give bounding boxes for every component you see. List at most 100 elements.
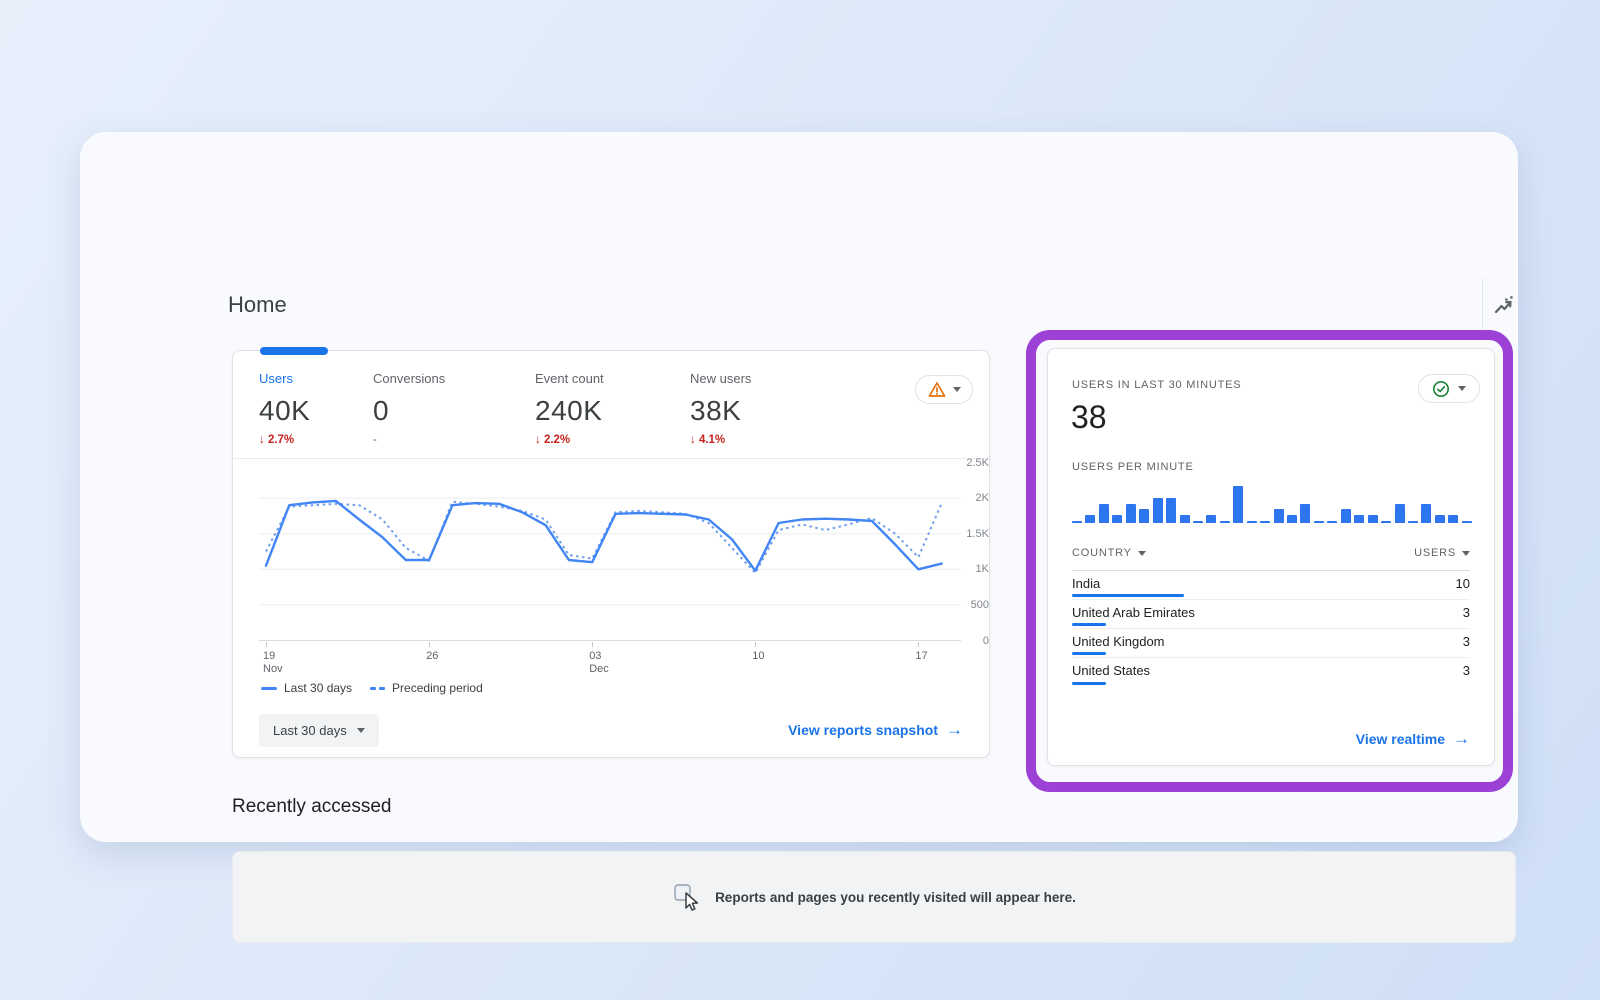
realtime-title: USERS IN LAST 30 MINUTES [1072,379,1242,391]
metric-tab-new-users[interactable]: New users 38K ↓ 4.1% [690,371,830,446]
metric-tab-users[interactable]: Users 40K ↓ 2.7% [259,371,373,446]
chevron-down-icon [356,727,365,733]
country-users-count: 3 [1462,634,1470,649]
per-minute-bar [1448,515,1459,523]
per-minute-bar [1233,486,1244,523]
per-minute-bar [1327,521,1338,523]
data-quality-dropdown[interactable] [915,375,973,404]
country-row[interactable]: United States 3 [1072,658,1470,687]
x-tick-label: 19 Nov [263,650,283,675]
per-minute-bar [1394,503,1405,523]
per-minute-bar [1085,515,1096,523]
recently-accessed-panel: Reports and pages you recently visited w… [232,851,1516,943]
metric-label: New users [690,371,752,386]
per-minute-bar [1421,503,1432,523]
y-tick-label: 0 [982,634,989,647]
per-minute-bar [1206,515,1217,523]
legend-solid-swatch [261,686,277,690]
trending-zigzag-icon [1493,295,1517,319]
x-tick-mark [755,642,757,647]
per-minute-bar [1112,515,1123,523]
per-minute-bar [1192,521,1203,523]
metric-delta: ↓ 4.1% [690,434,726,446]
selected-tab-indicator [260,347,328,355]
check-circle-icon [1432,380,1450,398]
metric-tab-event-count[interactable]: Event count 240K ↓ 2.2% [535,371,690,446]
users-line-chart [259,461,961,641]
view-reports-snapshot-link[interactable]: View reports snapshot → [788,720,963,739]
country-name: United States [1072,663,1151,678]
chevron-down-icon [1462,550,1470,556]
metric-tab-conversions[interactable]: Conversions 0 - [373,371,535,446]
x-tick-mark [266,642,267,647]
x-tick-label: 03 Dec [589,650,609,675]
per-minute-bar [1139,509,1150,523]
date-range-button[interactable]: Last 30 days [259,713,379,747]
per-minute-bar [1125,503,1136,523]
recently-accessed-title: Recently accessed [232,796,392,817]
x-tick-mark [429,642,431,647]
realtime-users-value: 38 [1071,399,1107,435]
metric-value: 0 [373,395,390,426]
per-minute-bar [1367,515,1378,523]
per-minute-bar [1461,521,1472,523]
per-minute-bar [1166,497,1177,523]
per-minute-bar [1313,521,1324,523]
legend-dashed-swatch [370,686,386,690]
realtime-country-table: India 10 United Arab Emirates 3 United Kingd… [1072,571,1470,687]
chevron-down-icon [952,387,961,392]
view-realtime-link[interactable]: View realtime → [1355,729,1470,748]
realtime-card: USERS IN LAST 30 MINUTES 38 USERS PER MI… [1047,348,1495,766]
country-row[interactable]: India 10 [1072,571,1470,600]
per-minute-bar [1072,521,1082,523]
per-minute-bar [1152,497,1163,523]
users-sort-header[interactable]: USERS [1414,547,1470,559]
country-users-bar [1072,623,1106,626]
page-title: Home [228,292,287,317]
metrics-row: Users 40K ↓ 2.7% Conversions 0 - Event count 24… [259,371,830,446]
realtime-status-dropdown[interactable] [1418,374,1480,403]
x-tick-label: 10 [752,650,765,662]
overview-card-footer: Last 30 days View reports snapshot → [259,711,963,749]
metric-label: Event count [535,371,604,386]
insights-button[interactable] [1486,288,1524,326]
per-minute-bar [1354,515,1365,523]
users-per-minute-label: USERS PER MINUTE [1072,461,1194,473]
per-minute-bar [1407,521,1418,523]
x-tick-label: 17 [915,650,928,662]
table-divider [1072,570,1470,571]
arrow-right-icon: → [946,720,963,739]
metric-delta: ↓ 2.2% [535,434,571,446]
country-name: India [1072,576,1101,591]
metric-value: 240K [535,395,603,426]
warning-triangle-icon [928,381,946,398]
x-axis-labels: 19 Nov 26 03 Dec 10 17 [259,642,961,676]
country-row[interactable]: United Arab Emirates 3 [1072,600,1470,629]
analytics-home-panel: Home Users 40K ↓ 2.7% Conversions 0 - Event co… [80,132,1518,943]
header-divider [1482,278,1483,334]
per-minute-bar [1246,521,1257,523]
country-users-count: 3 [1462,605,1470,620]
country-users-count: 10 [1455,576,1470,591]
y-axis-labels: 2.5K 2K 1.5K 1K 500 0 [963,457,989,647]
realtime-table-header: COUNTRY USERS [1072,547,1470,559]
chart-legend: Last 30 days Preceding period [261,681,483,695]
y-tick-label: 500 [970,598,989,611]
country-row[interactable]: United Kingdom 3 [1072,629,1470,658]
users-per-minute-bar-chart [1072,481,1472,523]
chevron-down-icon [1137,550,1146,556]
per-minute-bar [1260,521,1271,523]
arrow-right-icon: → [1453,729,1470,748]
legend-item-solid: Last 30 days [261,681,352,695]
legend-item-dashed: Preceding period [370,681,483,695]
x-tick-mark [918,642,920,647]
metric-label: Users [259,371,293,386]
metric-delta: ↓ 2.7% [259,434,295,446]
metrics-divider [233,458,989,459]
country-sort-header[interactable]: COUNTRY [1072,547,1146,559]
x-tick-label: 26 [426,650,439,662]
country-users-count: 3 [1462,663,1470,678]
y-tick-label: 2.5K [966,456,989,469]
chevron-down-icon [1458,386,1466,391]
per-minute-bar [1434,515,1445,523]
